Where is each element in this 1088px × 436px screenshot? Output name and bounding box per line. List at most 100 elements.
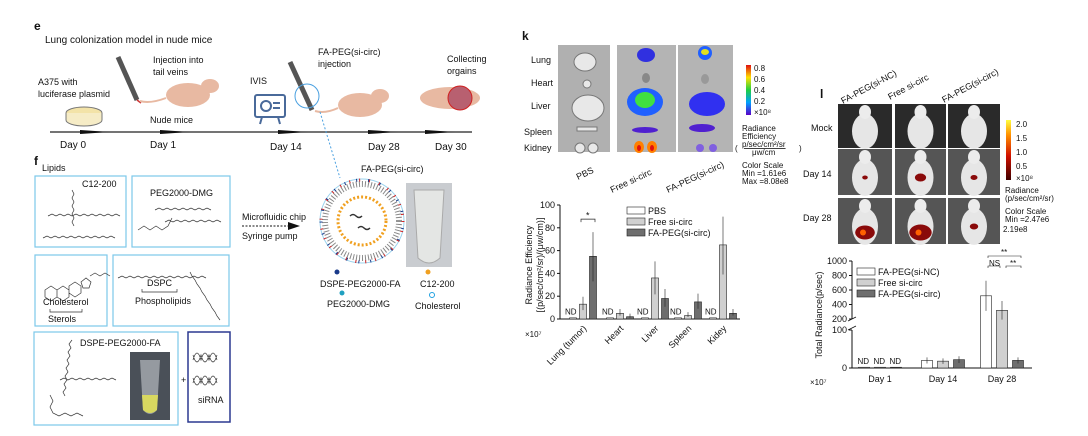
chart-k-scale-note: ×10⁷ <box>525 330 542 339</box>
chart-k-category-label: Kidey <box>705 323 728 346</box>
bar-Free si-circ <box>874 366 886 369</box>
chart-l-ytick-label: 400 <box>832 300 847 310</box>
radiance-l-1: Radiance <box>1005 186 1039 195</box>
color-scale-k-min: Min =1.61e6 <box>742 169 787 178</box>
bar-FA-PEG(si-circ) <box>890 366 902 369</box>
legend-peg-dmg: PEG2000-DMG <box>327 299 390 309</box>
dspe-peg2000-fa-label: DSPE-PEG2000-FA <box>80 338 161 348</box>
nude-mice-label: Nude mice <box>150 115 193 125</box>
radiance-label-1: Radiance <box>742 124 776 133</box>
significance-brackets <box>987 255 1022 268</box>
nd-label: ND <box>874 357 886 366</box>
chart-l-ytick-label: 1000 <box>827 256 847 266</box>
a375-label-1: A375 with <box>38 77 78 87</box>
organ-label-heart: Heart <box>531 78 554 88</box>
mouse-image <box>838 198 892 245</box>
injection-label-2: tail veins <box>153 67 189 77</box>
lipids-label: Lipids <box>42 163 66 173</box>
legend-swatch <box>856 289 876 298</box>
chart-k-category-label: Heart <box>603 323 626 346</box>
chart-k-category-label: Spleen <box>667 323 694 350</box>
group-label-fa-peg: FA-PEG(si-circ) <box>665 159 726 194</box>
radiance-label-2: Efficiency <box>742 132 776 141</box>
colorbar-k-tick-06: 0.6 <box>754 75 766 84</box>
panel-letter-k: k <box>522 29 529 43</box>
panel-e-title: Lung colonization model in nude mice <box>45 35 213 46</box>
bar-PBS <box>641 317 649 320</box>
tube-shape-2 <box>413 189 445 264</box>
nanoparticle-diagram <box>319 178 405 264</box>
chart-k-category-label: Liver <box>640 323 661 344</box>
nd-label: ND <box>565 308 577 317</box>
day-28-label: Day 28 <box>368 142 400 153</box>
collecting-label-1: Collecting <box>447 54 487 64</box>
unit-denominator: μw/cm <box>752 148 776 157</box>
day-1-label: Day 1 <box>150 140 177 151</box>
chart-k-ylabel-1: Radiance Efficiency <box>524 225 534 304</box>
color-scale-l: Color Scale <box>1005 207 1047 216</box>
legend-swatch <box>626 217 646 226</box>
sterols-bracket <box>49 309 83 313</box>
chart-l-ytick-label: 800 <box>832 271 847 281</box>
mouse-image <box>895 198 946 245</box>
fa-injection-label-2: injection <box>318 59 351 69</box>
chart-k-ytick-label: 80 <box>545 223 555 233</box>
chart-l-ytick-label: 0 <box>842 363 847 373</box>
colorbar-k-tick-02: 0.2 <box>754 97 766 106</box>
sirna-label: siRNA <box>198 395 224 405</box>
syringe-icon-2 <box>287 60 320 112</box>
bioluminescence-signal <box>969 223 979 230</box>
nd-label: ND <box>705 308 717 317</box>
dspc-box <box>112 254 230 327</box>
legend-dspe: DSPE-PEG2000-FA <box>320 279 401 289</box>
chart-k-ytick-label: 0 <box>550 314 555 324</box>
dissected-mouse-icon <box>420 85 480 111</box>
organ-label-kidney: Kidney <box>524 143 552 153</box>
significance-day28-inner: ** <box>1010 259 1016 268</box>
chart-k-ytick-label: 100 <box>540 200 555 210</box>
chart-l-ylabel: Total Radiance(p/sec) <box>814 271 824 358</box>
bar-PBS <box>709 317 717 320</box>
day-0-label: Day 0 <box>60 140 87 151</box>
significance-ns: NS <box>989 259 1000 268</box>
nd-label: ND <box>858 357 870 366</box>
mouse-image <box>948 104 1000 149</box>
panel-k: k Lung Heart Liver Spleen Kidney PBS <box>522 29 802 195</box>
peg2000-dmg-label: PEG2000-DMG <box>150 188 213 198</box>
group-label-free: Free si-circ <box>609 167 654 195</box>
column-label-fa-peg: FA-PEG(si-circ) <box>940 67 1000 105</box>
mouse-image <box>895 104 946 149</box>
fa-peg-organs <box>689 46 725 152</box>
panel-letter-f: f <box>34 154 39 168</box>
colorbar-l-scale: ×10⁸ <box>1016 174 1033 183</box>
chart-l-legend-label: FA-PEG(si-circ) <box>878 289 941 299</box>
pbs-organs <box>571 52 605 154</box>
bar-FA-PEG(si-NC) <box>858 366 870 369</box>
colorbar-k-tick-08: 0.8 <box>754 64 766 73</box>
colorbar-l <box>1006 120 1011 180</box>
panel-letter-l: l <box>820 87 823 101</box>
legend-swatch <box>626 206 646 215</box>
mouse-image <box>838 104 892 149</box>
ivis-monitor-icon <box>254 94 286 125</box>
chart-k-legend-label: PBS <box>648 206 666 216</box>
chart-l-legend-label: FA-PEG(si-NC) <box>878 267 940 277</box>
bar-PBS <box>569 317 577 320</box>
peg2000-dmg-structure <box>137 207 222 231</box>
arrow-head <box>288 222 300 230</box>
color-scale-l-max: 2.19e8 <box>1003 225 1028 234</box>
plus-sign: + <box>181 375 186 385</box>
petri-dish-icon <box>65 106 103 127</box>
a375-label-2: luciferase plasmid <box>38 89 110 99</box>
significance-star: * <box>586 211 590 221</box>
color-scale-k: Color Scale <box>742 161 784 170</box>
legend-c12: C12-200 <box>420 279 455 289</box>
panel-e: e Lung colonization model in nude mice D… <box>34 19 487 179</box>
fa-injection-label-1: FA-PEG(si-circ) <box>318 47 381 57</box>
row-label-day14: Day 14 <box>803 169 832 179</box>
group-label-pbs: PBS <box>575 165 596 182</box>
chart-l-legend-label: Free si-circ <box>878 278 923 288</box>
colorbar-l-tick-10: 1.0 <box>1016 148 1028 157</box>
significance-bracket <box>580 218 596 223</box>
